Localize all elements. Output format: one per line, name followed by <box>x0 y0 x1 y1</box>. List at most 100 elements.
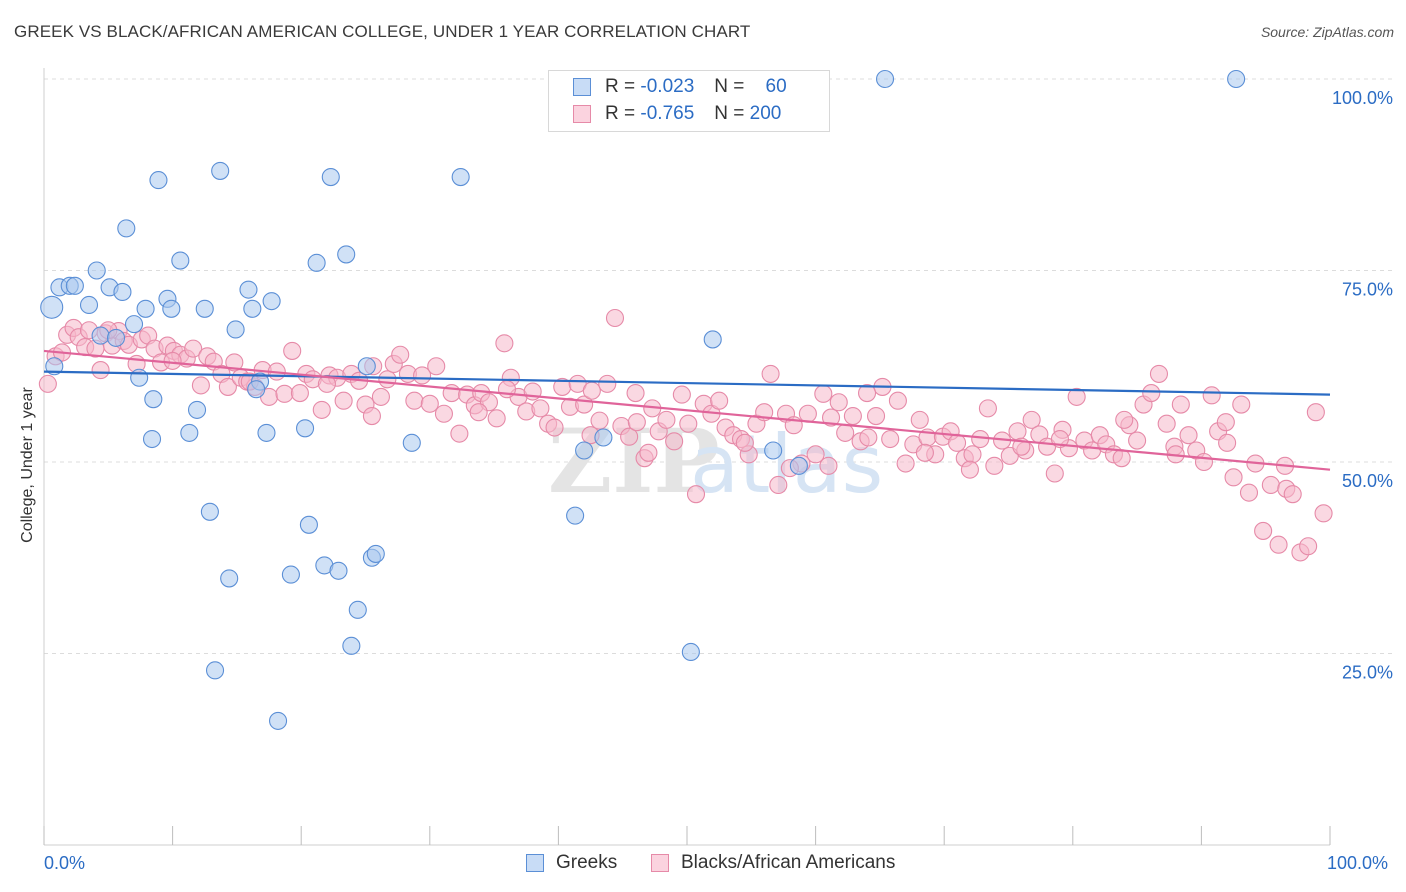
greeks-r-label: R = <box>605 76 636 97</box>
blacks-point <box>971 429 990 449</box>
blacks-point <box>627 413 646 432</box>
blacks-point <box>1112 449 1131 468</box>
blacks-point <box>1008 422 1027 441</box>
blacks-point <box>735 433 754 452</box>
blacks-point <box>686 485 706 504</box>
blacks-point <box>420 394 439 413</box>
greeks-point <box>142 429 162 449</box>
blacks-point <box>679 414 698 433</box>
blacks-point <box>405 391 424 410</box>
blacks-r-label: R = <box>605 103 636 124</box>
blacks-point <box>605 308 625 328</box>
blacks-point <box>798 404 817 423</box>
blacks-point <box>657 410 676 429</box>
greeks-point <box>87 261 106 280</box>
greeks-point <box>269 711 288 730</box>
greeks-point <box>180 423 199 442</box>
greeks-point <box>357 357 376 376</box>
greeks-point <box>149 171 168 190</box>
blacks-point <box>915 443 934 462</box>
blacks-point <box>1142 384 1161 403</box>
y-tick-labels: 100.0% 75.0% 50.0% 25.0% <box>1332 88 1393 683</box>
greeks-point <box>296 419 315 438</box>
greeks-trend-line <box>43 370 1331 396</box>
greeks-point <box>205 661 225 680</box>
blacks-point <box>1283 485 1302 504</box>
blacks-point <box>427 357 446 376</box>
blacks-point <box>469 403 488 422</box>
blacks-point <box>378 370 397 389</box>
blacks-point <box>218 377 237 396</box>
blacks-point <box>1261 475 1280 495</box>
y-tick-label: 50.0% <box>1342 471 1393 491</box>
greeks-point <box>220 569 239 588</box>
blacks-point <box>290 384 309 403</box>
blacks-point <box>639 443 658 462</box>
blacks-point <box>1218 433 1237 452</box>
greeks-point <box>124 315 144 334</box>
greeks-point <box>226 320 245 339</box>
greeks-point <box>195 299 214 318</box>
blacks-n-value: 200 <box>749 103 782 124</box>
greeks-point <box>187 400 207 419</box>
greeks-point <box>307 253 326 272</box>
blacks-point <box>960 460 979 479</box>
blacks-point <box>769 475 788 495</box>
greeks-r-value: -0.023 <box>640 76 695 97</box>
greeks-point <box>40 295 64 319</box>
blacks-point <box>495 334 514 353</box>
blacks-point <box>38 374 57 393</box>
legend-item-greeks[interactable]: Greeks <box>526 852 617 874</box>
blacks-legend-label: Blacks/African Americans <box>681 852 896 873</box>
greeks-point <box>681 642 700 662</box>
greeks-swatch <box>573 78 591 96</box>
greeks-point <box>171 251 190 270</box>
blacks-point <box>963 445 982 464</box>
blacks-point <box>1239 483 1259 502</box>
greeks-point <box>247 380 266 399</box>
greeks-point <box>130 368 149 387</box>
y-tick-label: 25.0% <box>1342 663 1393 683</box>
series-legend: Greeks Blacks/African Americans <box>0 852 1406 876</box>
blacks-point <box>413 366 432 385</box>
blacks-point <box>391 345 410 364</box>
greeks-point <box>136 299 155 318</box>
legend-row-greeks: R = -0.023 N = 60 <box>573 75 787 99</box>
greeks-point <box>45 357 64 376</box>
greeks-point <box>402 433 421 452</box>
blacks-point <box>948 433 967 452</box>
blacks-point <box>896 454 915 473</box>
blacks-point <box>91 361 110 380</box>
greeks-point <box>144 390 163 409</box>
greeks-point <box>257 423 276 442</box>
greeks-point <box>239 280 258 299</box>
blacks-point <box>910 410 929 429</box>
blacks-point <box>806 445 825 464</box>
blacks-point <box>1224 468 1243 487</box>
greeks-point <box>65 276 84 295</box>
blacks-point <box>598 374 617 393</box>
blacks-point <box>1128 431 1147 450</box>
greeks-point <box>451 167 470 187</box>
greeks-point <box>342 636 361 655</box>
blacks-point <box>761 364 780 383</box>
legend-item-blacks[interactable]: Blacks/African Americans <box>651 852 895 874</box>
blacks-point <box>1171 395 1190 414</box>
blacks-point <box>672 385 691 404</box>
blacks-point <box>866 406 886 426</box>
blacks-point <box>978 399 997 418</box>
blacks-point <box>1179 426 1198 445</box>
greeks-n-label: N = <box>714 76 745 97</box>
greeks-point <box>299 515 318 534</box>
trend-lines <box>43 349 1331 471</box>
blacks-point <box>1194 452 1214 472</box>
gridlines <box>44 78 1395 654</box>
blacks-point <box>1022 410 1041 429</box>
blacks-point <box>665 432 684 451</box>
blacks-point <box>843 406 862 426</box>
greeks-point <box>594 428 613 447</box>
blacks-point <box>1216 413 1235 432</box>
blacks-point <box>881 429 900 449</box>
blacks-point <box>1269 535 1288 554</box>
